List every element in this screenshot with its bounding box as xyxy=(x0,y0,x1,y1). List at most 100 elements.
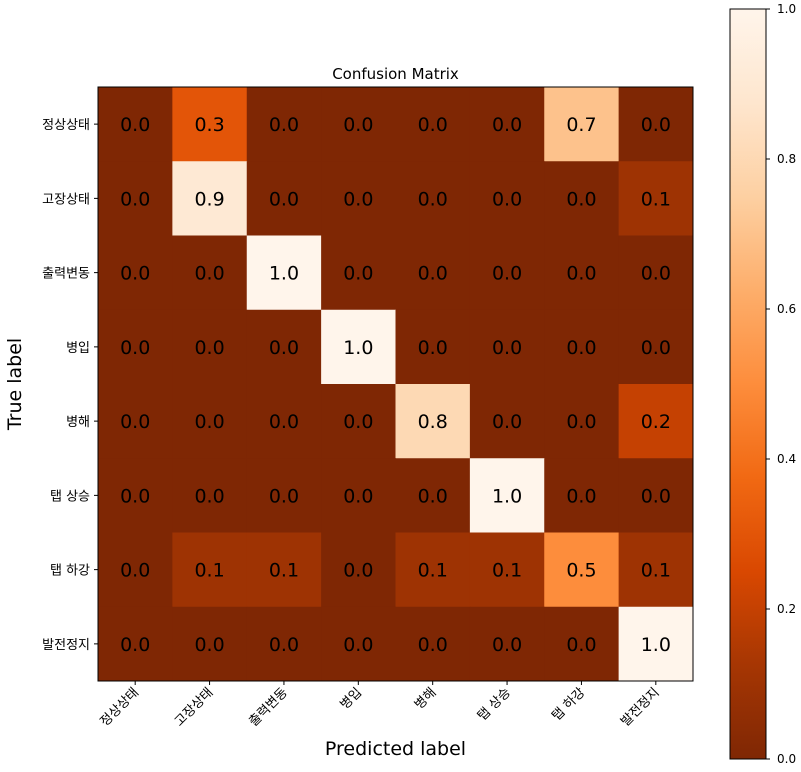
heatmap-cell xyxy=(172,309,248,385)
heatmap-cell xyxy=(618,235,694,311)
cell-value-label: 1.0 xyxy=(641,634,671,656)
heatmap-cells xyxy=(98,87,694,682)
x-tick-label: 고장상태 xyxy=(172,685,216,729)
colorbar-tick-label: 0.4 xyxy=(777,452,796,466)
heatmap-cell xyxy=(618,309,694,385)
cell-value-label: 0.0 xyxy=(194,337,224,359)
heatmap-cell xyxy=(172,458,248,533)
cell-value-label: 0.0 xyxy=(194,485,224,507)
colorbar-tick-label: 0.2 xyxy=(777,602,796,616)
cell-value-label: 0.0 xyxy=(418,114,448,136)
cell-value-label: 0.0 xyxy=(120,263,150,285)
cell-value-label: 0.0 xyxy=(269,337,299,359)
heatmap-cell xyxy=(172,87,248,162)
cell-value-label: 0.0 xyxy=(120,485,150,507)
heatmap-cell xyxy=(246,235,322,311)
heatmap-cell xyxy=(544,384,620,459)
cell-value-label: 0.0 xyxy=(269,114,299,136)
cell-value-label: 0.1 xyxy=(269,560,299,582)
cell-value-label: 0.0 xyxy=(343,188,373,210)
x-tick-label: 발전정지 xyxy=(618,685,662,729)
heatmap-cell xyxy=(395,309,471,385)
cell-value-label: 0.0 xyxy=(492,114,522,136)
cell-value-label: 0.0 xyxy=(120,188,150,210)
cell-value-label: 0.0 xyxy=(269,485,299,507)
cell-value-label: 0.0 xyxy=(566,634,596,656)
y-tick-label: 정상상태 xyxy=(42,118,90,133)
cell-value-label: 0.0 xyxy=(343,634,373,656)
cell-value-label: 0.0 xyxy=(120,560,150,582)
cell-value-label: 0.0 xyxy=(641,485,671,507)
heatmap-cell xyxy=(618,606,694,682)
y-tick-label: 병입 xyxy=(66,341,90,356)
chart-title: Confusion Matrix xyxy=(332,65,459,83)
heatmap-cell xyxy=(618,161,694,236)
cell-value-label: 1.0 xyxy=(343,337,373,359)
heatmap-cell xyxy=(98,235,173,311)
heatmap-cell xyxy=(395,161,471,236)
cell-value-label: 0.0 xyxy=(343,485,373,507)
heatmap-cell xyxy=(98,161,173,236)
heatmap-cell xyxy=(246,161,322,236)
heatmap-cell xyxy=(469,606,545,682)
heatmap-cell xyxy=(98,458,173,533)
cell-value-label: 0.0 xyxy=(194,411,224,433)
heatmap-cell xyxy=(469,532,545,608)
heatmap-cell xyxy=(544,235,620,311)
x-tick-label: 탭 하강 xyxy=(549,685,588,724)
heatmap-cell xyxy=(172,384,248,459)
heatmap-cell xyxy=(469,309,545,385)
cell-value-label: 0.0 xyxy=(492,634,522,656)
colorbar-tick-label: 0.0 xyxy=(777,752,796,766)
heatmap-cell xyxy=(246,87,322,162)
cell-value-label: 0.7 xyxy=(566,114,596,136)
colorbar-tick-label: 1.0 xyxy=(777,2,796,16)
x-tick-label: 병입 xyxy=(338,685,366,713)
cell-value-label: 0.0 xyxy=(120,337,150,359)
heatmap-cell xyxy=(98,309,173,385)
heatmap-cell xyxy=(321,606,396,682)
heatmap-cell xyxy=(172,235,248,311)
heatmap-cell xyxy=(395,384,471,459)
heatmap-cell xyxy=(321,384,396,459)
cell-value-label: 0.0 xyxy=(343,560,373,582)
y-axis-title: True label xyxy=(4,338,26,431)
heatmap-cell xyxy=(544,458,620,533)
cell-value-label: 0.0 xyxy=(343,411,373,433)
heatmap-cell xyxy=(469,235,545,311)
heatmap-cell xyxy=(246,606,322,682)
cell-value-label: 0.3 xyxy=(194,114,224,136)
colorbar xyxy=(729,8,767,760)
colorbar-tick-label: 0.8 xyxy=(777,152,796,166)
cell-value-label: 0.0 xyxy=(418,485,448,507)
cell-value-label: 0.0 xyxy=(418,337,448,359)
x-tick-label: 탭 상승 xyxy=(475,685,514,724)
heatmap-cell xyxy=(172,532,248,608)
cell-value-label: 0.0 xyxy=(418,634,448,656)
heatmap-cell-labels: 0.0 0.3 0.0 0.0 0.0 0.0 0.7 0.0 0.0 0.9 0.0 0.0 0.0 0… xyxy=(120,114,671,656)
heatmap-cell xyxy=(98,606,173,682)
cell-value-label: 0.0 xyxy=(194,634,224,656)
plot-frame xyxy=(97,86,694,682)
cell-value-label: 0.0 xyxy=(418,263,448,285)
cell-value-label: 0.9 xyxy=(194,188,224,210)
x-tick-label: 출력변동 xyxy=(246,685,290,729)
cell-value-label: 0.0 xyxy=(492,188,522,210)
colorbar-ticks: 0.0 0.2 0.4 0.6 0.8 1.0 xyxy=(766,2,796,766)
cell-value-label: 0.8 xyxy=(418,411,448,433)
cell-value-label: 0.0 xyxy=(194,263,224,285)
heatmap-cell xyxy=(395,235,471,311)
cell-value-label: 0.0 xyxy=(343,114,373,136)
heatmap-cell xyxy=(98,532,173,608)
heatmap-cell xyxy=(321,235,396,311)
heatmap-cell xyxy=(246,384,322,459)
cell-value-label: 0.0 xyxy=(120,411,150,433)
x-tick-label: 정상상태 xyxy=(98,685,142,729)
heatmap-cell xyxy=(469,458,545,533)
cell-value-label: 0.0 xyxy=(269,188,299,210)
heatmap-cell xyxy=(321,458,396,533)
cell-value-label: 0.0 xyxy=(566,263,596,285)
cell-value-label: 0.1 xyxy=(492,560,522,582)
cell-value-label: 0.0 xyxy=(641,263,671,285)
